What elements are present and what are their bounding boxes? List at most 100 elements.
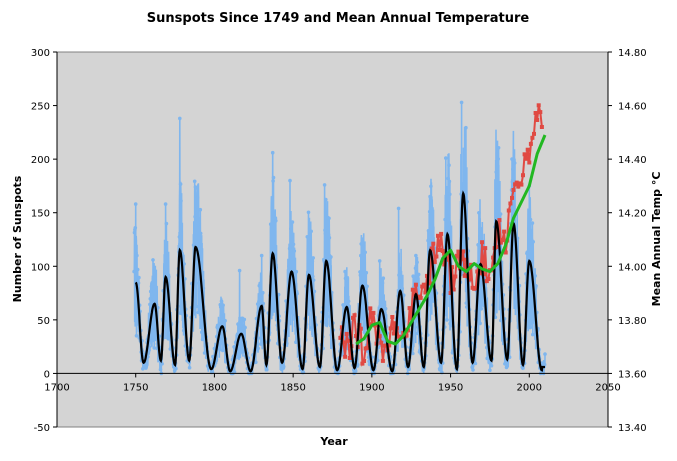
sunspot-point bbox=[325, 226, 330, 230]
sunspot-point bbox=[464, 305, 469, 309]
temperature-point bbox=[440, 249, 445, 253]
sunspot-point bbox=[153, 337, 158, 342]
sunspot-point bbox=[446, 226, 450, 230]
y-tick-label: 50 bbox=[37, 316, 50, 327]
sunspot-point bbox=[429, 205, 434, 209]
sunspot-point bbox=[503, 362, 507, 366]
sunspot-point bbox=[310, 259, 315, 264]
sunspot-point bbox=[329, 255, 333, 259]
sunspot-point bbox=[528, 217, 533, 222]
sunspot-point bbox=[200, 337, 205, 342]
x-tick-label: 2050 bbox=[595, 382, 620, 393]
sunspot-point bbox=[427, 239, 432, 244]
temperature-point bbox=[409, 316, 414, 321]
y2-tick-label: 14.80 bbox=[618, 48, 647, 59]
sunspot-point bbox=[195, 208, 199, 212]
sunspot-point bbox=[447, 163, 451, 167]
sunspot-point bbox=[290, 267, 294, 271]
sunspot-point bbox=[400, 328, 404, 332]
sunspot-point bbox=[359, 242, 364, 246]
sunspot-point bbox=[191, 243, 196, 247]
temperature-point bbox=[421, 282, 426, 287]
sunspot-point bbox=[152, 346, 156, 350]
sunspot-point bbox=[311, 274, 315, 279]
sunspot-point bbox=[376, 358, 380, 363]
sunspot-point bbox=[289, 298, 294, 303]
temperature-point bbox=[404, 333, 409, 338]
sunspot-point bbox=[311, 278, 316, 282]
sunspot-point bbox=[343, 269, 347, 274]
temperature-point bbox=[439, 231, 444, 236]
sunspot-point bbox=[477, 211, 481, 215]
sunspot-point bbox=[133, 226, 138, 230]
temperature-point bbox=[453, 274, 458, 279]
sunspot-point bbox=[163, 202, 168, 206]
sunspot-point bbox=[158, 367, 163, 372]
sunspot-point bbox=[134, 334, 139, 338]
sunspot-point bbox=[499, 318, 503, 323]
sunspot-point bbox=[181, 312, 185, 316]
sunspot-point bbox=[355, 362, 360, 367]
sunspot-point bbox=[265, 367, 269, 372]
sunspot-point bbox=[132, 230, 137, 235]
temperature-point bbox=[338, 335, 343, 340]
sunspot-point bbox=[259, 342, 263, 346]
sunspot-point bbox=[471, 368, 475, 372]
sunspot-point bbox=[271, 179, 275, 183]
temperature-point bbox=[377, 334, 382, 339]
sunspot-point bbox=[511, 167, 515, 172]
temperature-point bbox=[425, 273, 429, 278]
sunspot-point bbox=[459, 100, 464, 105]
sunspot-point bbox=[196, 223, 200, 227]
temperature-point bbox=[500, 238, 505, 243]
sunspot-point bbox=[361, 316, 365, 321]
temperature-point bbox=[475, 269, 480, 274]
sunspot-point bbox=[397, 273, 401, 277]
sunspot-point bbox=[399, 279, 404, 284]
sunspot-point bbox=[428, 194, 432, 199]
sunspot-point bbox=[531, 332, 535, 337]
sunspot-point bbox=[219, 299, 224, 304]
sunspot-point bbox=[150, 339, 154, 343]
sunspot-point bbox=[485, 356, 490, 361]
sunspot-point bbox=[259, 253, 264, 258]
sunspot-point bbox=[187, 365, 192, 370]
sunspot-point bbox=[416, 331, 420, 336]
sunspot-point bbox=[415, 260, 419, 265]
temperature-point bbox=[436, 233, 440, 238]
sunspot-point bbox=[325, 311, 329, 316]
temperature-point bbox=[437, 248, 442, 252]
sunspot-point bbox=[401, 293, 406, 298]
smoothed-sunspot-group bbox=[134, 190, 545, 373]
smoothed-sunspot-line bbox=[134, 190, 545, 373]
sunspot-point bbox=[306, 312, 310, 316]
y-tick-label: 0 bbox=[44, 369, 50, 380]
temperature-point bbox=[480, 240, 485, 245]
temperature-point bbox=[506, 208, 511, 213]
sunspot-point bbox=[268, 222, 273, 226]
temperature-point bbox=[354, 334, 359, 338]
temperature-point bbox=[380, 358, 385, 363]
temperature-point bbox=[344, 331, 349, 336]
sunspot-point bbox=[414, 253, 418, 258]
temperature-point bbox=[454, 253, 459, 258]
temperature-point bbox=[434, 254, 439, 259]
sunspot-point bbox=[473, 361, 478, 366]
temperature-point bbox=[491, 255, 496, 260]
sunspot-point bbox=[383, 306, 388, 311]
sunspot-point bbox=[401, 344, 405, 348]
sunspot-point bbox=[495, 284, 499, 289]
x-tick-label: 2000 bbox=[517, 382, 542, 393]
y-axis-title: Number of Sunspots bbox=[11, 175, 24, 302]
temperature-point bbox=[527, 160, 532, 165]
chart-title: Sunspots Since 1749 and Mean Annual Temp… bbox=[147, 11, 530, 26]
sunspot-point bbox=[179, 199, 183, 203]
temperature-point bbox=[407, 306, 412, 311]
sunspot-point bbox=[463, 170, 468, 174]
sunspot-point bbox=[312, 289, 317, 294]
temperature-point bbox=[366, 322, 371, 327]
sunspot-point bbox=[365, 284, 369, 289]
temperature-point bbox=[428, 281, 433, 286]
sunspot-point bbox=[543, 352, 547, 356]
